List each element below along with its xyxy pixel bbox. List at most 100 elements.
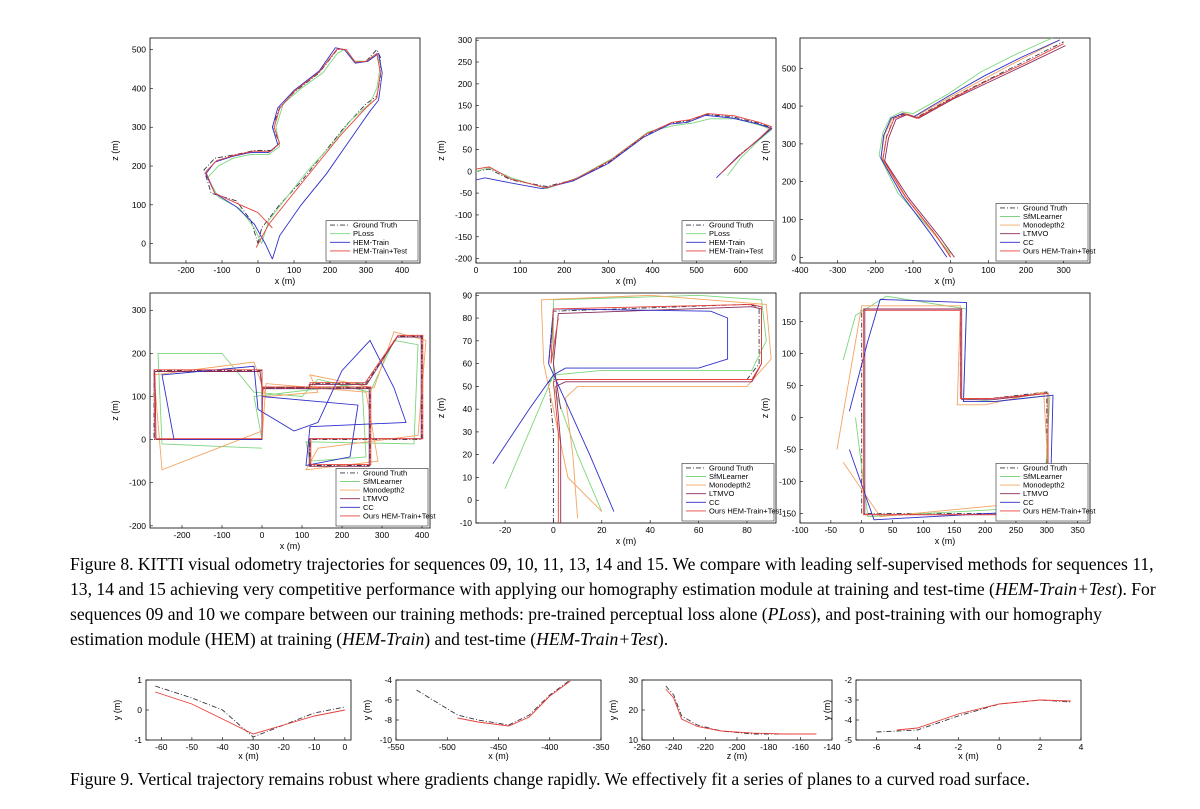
fig9c-chart: -260 -240 -220 -200 -180 -160 -140 10 20 30 z (m) y…	[608, 675, 841, 761]
fig9d-ytick-label: -3	[844, 695, 852, 705]
seq14-xtick-label: 80	[742, 525, 752, 535]
fig9c-xtick-label: -200	[728, 742, 745, 752]
seq14-ytick-label: 30	[463, 427, 473, 437]
seq11-legend-label: Monodepth2	[1023, 221, 1065, 230]
seq09-series-ploss	[207, 49, 381, 244]
seq14-xtick-label: 0	[551, 525, 556, 535]
seq14-ytick-label: 80	[463, 313, 473, 323]
seq13-ylabel: z (m)	[110, 400, 120, 421]
fig9d-chart: -6 -4 -2 0 2 4-5-4-3-2x (m)y (m)	[822, 675, 1084, 761]
seq13-ytick-label: 0	[141, 435, 146, 445]
fig9d-xtick-label: 2	[1038, 742, 1043, 752]
seq10-plot-area	[475, 113, 773, 190]
seq13-ytick-label: -200	[129, 521, 146, 531]
seq10-ytick-label: -100	[455, 210, 472, 220]
seq15-xtick-label: 350	[1071, 525, 1085, 535]
fig9c-ytick-label: 10	[629, 735, 639, 745]
seq15-plot-area	[836, 295, 1054, 521]
fig9d-ytick-label: -2	[844, 675, 852, 685]
fig9c-series-ground_truth	[665, 685, 817, 735]
fig9c-xtick-label: -140	[823, 742, 840, 752]
seq10-ytick-label: 200	[458, 79, 472, 89]
seq09-ytick-label: 500	[132, 45, 146, 55]
seq10-xtick-label: 400	[645, 265, 659, 275]
seq10-xtick-label: 600	[734, 265, 748, 275]
figure8-caption: Figure 8. KITTI visual odometry trajecto…	[70, 554, 1156, 649]
fig9a-xtick-label: -60	[155, 742, 168, 752]
seq14-xtick-label: 60	[694, 525, 704, 535]
seq11-xtick-label: -100	[904, 265, 921, 275]
fig9b-xlabel: x (m)	[488, 751, 509, 761]
seq09-ytick-label: 300	[132, 122, 146, 132]
seq09-legend-label: HEM-Train+Test	[353, 246, 408, 255]
seq14-xtick-label: -20	[499, 525, 512, 535]
seq15-ytick-label: 50	[787, 381, 797, 391]
seq09-ytick-label: 100	[132, 200, 146, 210]
seq15-xtick-label: 250	[1009, 525, 1023, 535]
seq15-legend-label: LTMVO	[1023, 489, 1048, 498]
fig9b-plot-area	[416, 679, 571, 727]
seq09-ylabel: z (m)	[110, 140, 120, 161]
seq10-legend-label: HEM-Train+Test	[709, 246, 764, 255]
seq13-xtick-label: -100	[213, 530, 230, 540]
seq13-legend-label: SfMLearner	[363, 477, 403, 486]
seq10-ytick-label: 50	[463, 144, 473, 154]
seq11-legend-label: Ground Truth	[1023, 203, 1067, 212]
seq10-xtick-label: 0	[474, 265, 479, 275]
seq11-legend-box	[995, 203, 1089, 262]
fig9b-ytick-label: -4	[384, 675, 392, 685]
seq09-plot-area	[203, 47, 383, 260]
fig9b-series-ground_truth	[416, 679, 571, 726]
seq14-ytick-label: 20	[463, 450, 473, 460]
fig9a-ytick-label: -1	[134, 735, 142, 745]
seq14-series-sfmlearner	[504, 294, 767, 512]
seq14-ytick-label: 70	[463, 336, 473, 346]
seq15-ytick-label: 100	[782, 349, 796, 359]
seq10-chart: 0 100 200 300 400 500 600 -200 -150 -100 -50 0 50 100…	[436, 35, 777, 286]
seq09-ytick-label: 200	[132, 161, 146, 171]
seq14-series-cc	[492, 308, 729, 512]
fig9a-axes-frame	[145, 679, 352, 741]
seq10-ytick-label: 250	[458, 57, 472, 67]
seq10-legend-box	[681, 220, 775, 262]
seq14-series-hem_train_test	[550, 303, 762, 523]
seq11-xtick-label: 0	[948, 265, 953, 275]
seq13-axes-frame	[149, 292, 431, 529]
seq13-legend-box	[335, 468, 429, 527]
seq09-legend-label: Ground Truth	[353, 221, 397, 230]
seq11-legend-label: Ours HEM-Train+Test	[1023, 246, 1096, 255]
seq11-legend-label: SfMLearner	[1023, 212, 1063, 221]
seq11-ytick-label: 100	[782, 215, 796, 225]
seq09-xtick-label: 0	[256, 265, 261, 275]
seq13-series-cc	[161, 339, 407, 467]
seq14-ytick-label: 90	[463, 290, 473, 300]
seq09-xtick-label: 200	[323, 265, 337, 275]
seq14-plot-area	[492, 294, 772, 523]
seq10-legend-label: Ground Truth	[709, 221, 753, 230]
fig9d-xtick-label: -2	[954, 742, 962, 752]
seq11-legend-label: LTMVO	[1023, 229, 1048, 238]
seq10-xtick-label: 500	[689, 265, 703, 275]
fig9c-xtick-label: -160	[792, 742, 809, 752]
seq09-axes-frame	[149, 37, 421, 264]
seq11-chart: -400 -300 -200 -100 0 100 200 300 0 100 200 300 400 5…	[760, 37, 1096, 286]
seq13-series-hem_train_test	[153, 334, 424, 466]
seq15-legend-label: Monodepth2	[1023, 481, 1065, 490]
seq13-xtick-label: 400	[415, 530, 429, 540]
fig9b-xtick-label: -400	[541, 742, 558, 752]
seq11-legend-label: CC	[1023, 238, 1034, 247]
fig9a-xtick-label: -10	[308, 742, 321, 752]
seq13-xtick-label: 100	[295, 530, 309, 540]
fig9c-xtick-label: -240	[665, 742, 682, 752]
figure9-caption: Figure 9. Vertical trajectory remains ro…	[70, 769, 1030, 789]
fig9a-xlabel: x (m)	[238, 751, 259, 761]
seq10-ytick-label: -200	[455, 254, 472, 264]
seq11-xtick-label: -300	[829, 265, 846, 275]
seq14-xtick-label: 40	[645, 525, 655, 535]
fig9a-xtick-label: -50	[186, 742, 199, 752]
fig9a-xtick-label: -20	[278, 742, 291, 752]
seq13-xtick-label: 300	[375, 530, 389, 540]
seq15-series-monodepth2	[836, 305, 1051, 518]
seq11-xtick-label: 300	[1057, 265, 1071, 275]
fig9c-ytick-label: 30	[629, 675, 639, 685]
